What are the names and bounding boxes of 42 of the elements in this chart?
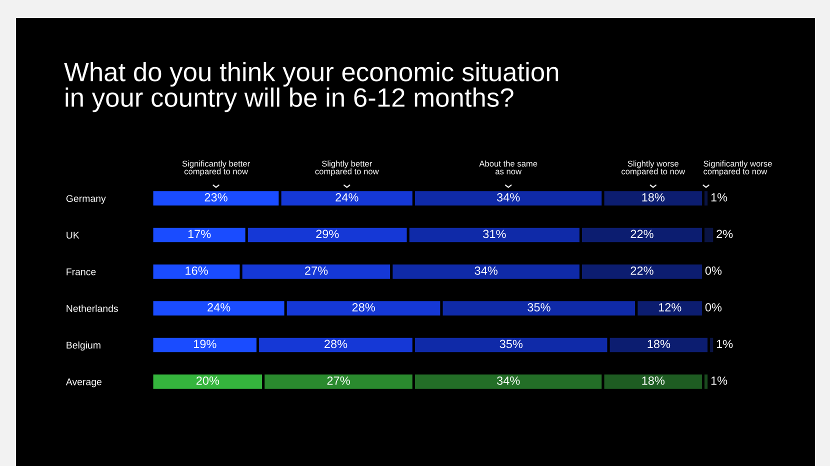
- data-label: 16%: [186, 266, 208, 275]
- data-label: 28%: [352, 303, 375, 312]
- y-tick-label: Netherlands: [66, 304, 118, 312]
- data-label: 27%: [305, 266, 328, 275]
- y-tick-label: Belgium: [66, 341, 100, 351]
- data-label: 22%: [630, 266, 654, 275]
- data-label: 31%: [483, 230, 506, 238]
- data-label: 34%: [474, 266, 498, 275]
- data-label: 27%: [327, 376, 350, 385]
- data-label: 24%: [208, 303, 230, 312]
- data-label: 1%: [711, 193, 728, 202]
- data-label: 1%: [716, 340, 733, 348]
- data-label: 12%: [658, 303, 682, 312]
- data-label: 17%: [188, 230, 211, 238]
- series-label: About the same as now: [479, 160, 538, 174]
- data-label: 1%: [711, 376, 728, 385]
- data-label: 23%: [204, 193, 228, 202]
- chart-title: What do you think your economic situation in your country will be in 6-12 months?: [64, 62, 558, 112]
- data-label: 29%: [316, 230, 339, 238]
- data-label: 2%: [716, 230, 733, 238]
- data-label: 22%: [630, 230, 654, 238]
- data-label: 0%: [705, 303, 722, 312]
- data-label: 34%: [496, 376, 520, 385]
- data-label: 20%: [196, 376, 220, 385]
- data-label: 35%: [528, 303, 550, 312]
- data-label: 24%: [336, 193, 358, 202]
- data-label: 34%: [496, 193, 520, 202]
- data-label: 18%: [642, 376, 665, 385]
- series-label: Slightly better compared to now: [315, 160, 379, 176]
- data-label: 19%: [194, 340, 216, 348]
- series-label: Significantly better compared to now: [182, 160, 250, 176]
- y-tick-label: France: [66, 268, 96, 276]
- data-label: 18%: [642, 193, 665, 202]
- series-label: Significantly worse compared to now: [704, 160, 772, 176]
- y-tick-label: Average: [66, 378, 102, 388]
- series-label: Slightly worse compared to now: [622, 160, 686, 176]
- y-tick-label: UK: [66, 232, 80, 239]
- data-label: 0%: [705, 266, 722, 275]
- data-label: 35%: [500, 340, 523, 348]
- data-label: 28%: [324, 340, 348, 348]
- y-tick-label: Germany: [66, 195, 106, 204]
- data-label: 18%: [648, 340, 670, 348]
